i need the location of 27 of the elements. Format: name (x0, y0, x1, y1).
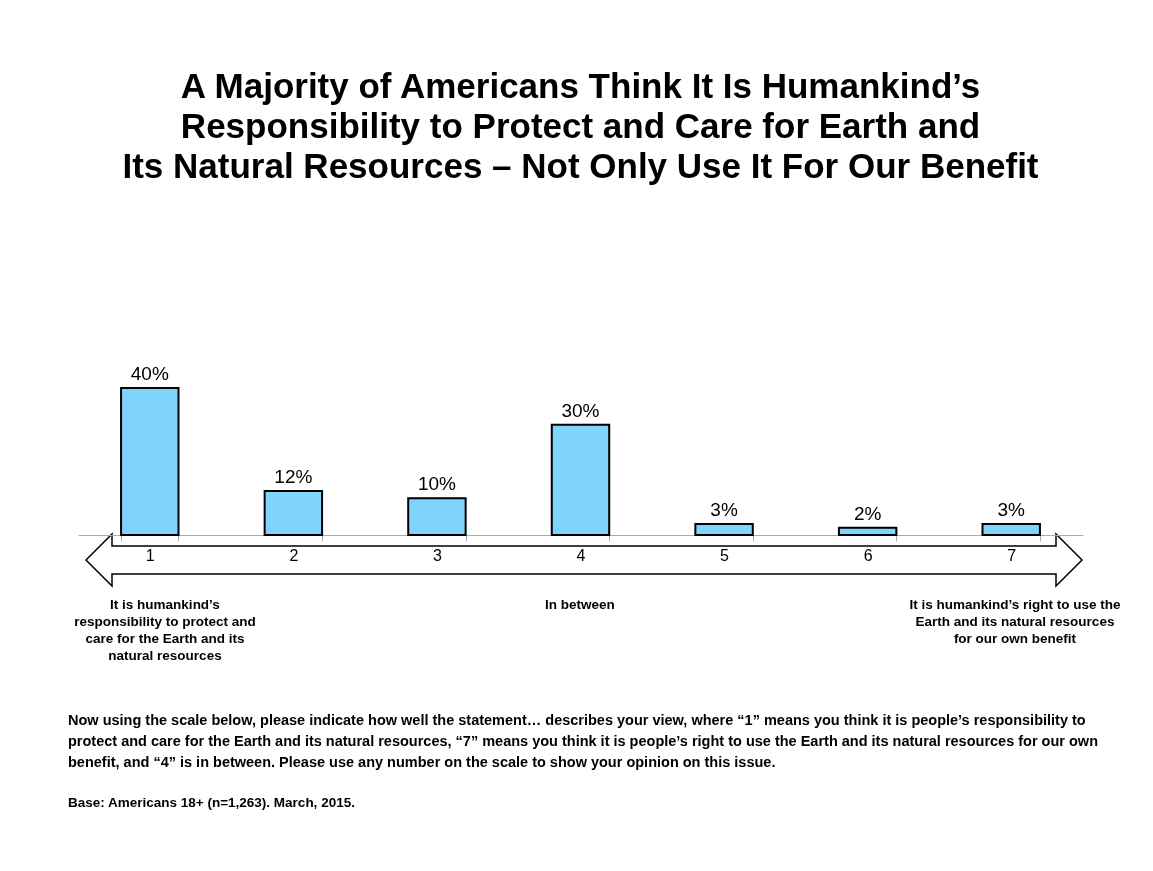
text: It is humankind’s responsibility to protect and care for the Earth and its natural resources (73, 596, 257, 664)
text: In between (544, 596, 616, 613)
data-label: 40% (130, 363, 169, 384)
bar (407, 497, 467, 536)
x-tick-label: 7 (1007, 546, 1017, 564)
bar (837, 526, 898, 536)
x-tick-label: 2 (289, 546, 299, 564)
bar (263, 489, 324, 536)
x-tick-label: 4 (576, 546, 586, 564)
data-label: 10% (417, 473, 457, 495)
x-tick-label: 3 (432, 546, 442, 564)
chart-title: A Majority of Americans Think It Is Humankind’s Responsibility to Protect and Care for Earth and Its Natural Resources – Not Only Use It For Our Benefit (122, 66, 1039, 185)
bar (981, 522, 1041, 536)
text: It is humankind’s right to use the Earth and its natural resources for our own benefit (908, 596, 1122, 647)
bar (120, 387, 180, 536)
text: Now using the scale below, please indicate how well the statement… describes your view, where “1” means you think it is people’s responsibility to protect and care for the Earth and its natural resources, “7” means you think it is people’s right to use the Earth and its natural resources for our own benefit, and “4” is in between. Please use any number on the scale to show your opinion on this issue. (68, 711, 1099, 772)
data-label: 30% (561, 399, 600, 421)
data-label: 3% (710, 498, 738, 520)
x-tick-label: 5 (720, 546, 730, 564)
bar (694, 522, 754, 536)
x-tick-label: 6 (863, 546, 873, 564)
text: Base: Americans 18+ (n=1,263). March, 2015. (68, 794, 356, 811)
x-tick-label: 1 (145, 546, 155, 564)
data-label: 2% (853, 502, 882, 524)
data-label: 3% (997, 498, 1026, 520)
bar (550, 423, 611, 536)
data-label: 12% (274, 465, 313, 487)
